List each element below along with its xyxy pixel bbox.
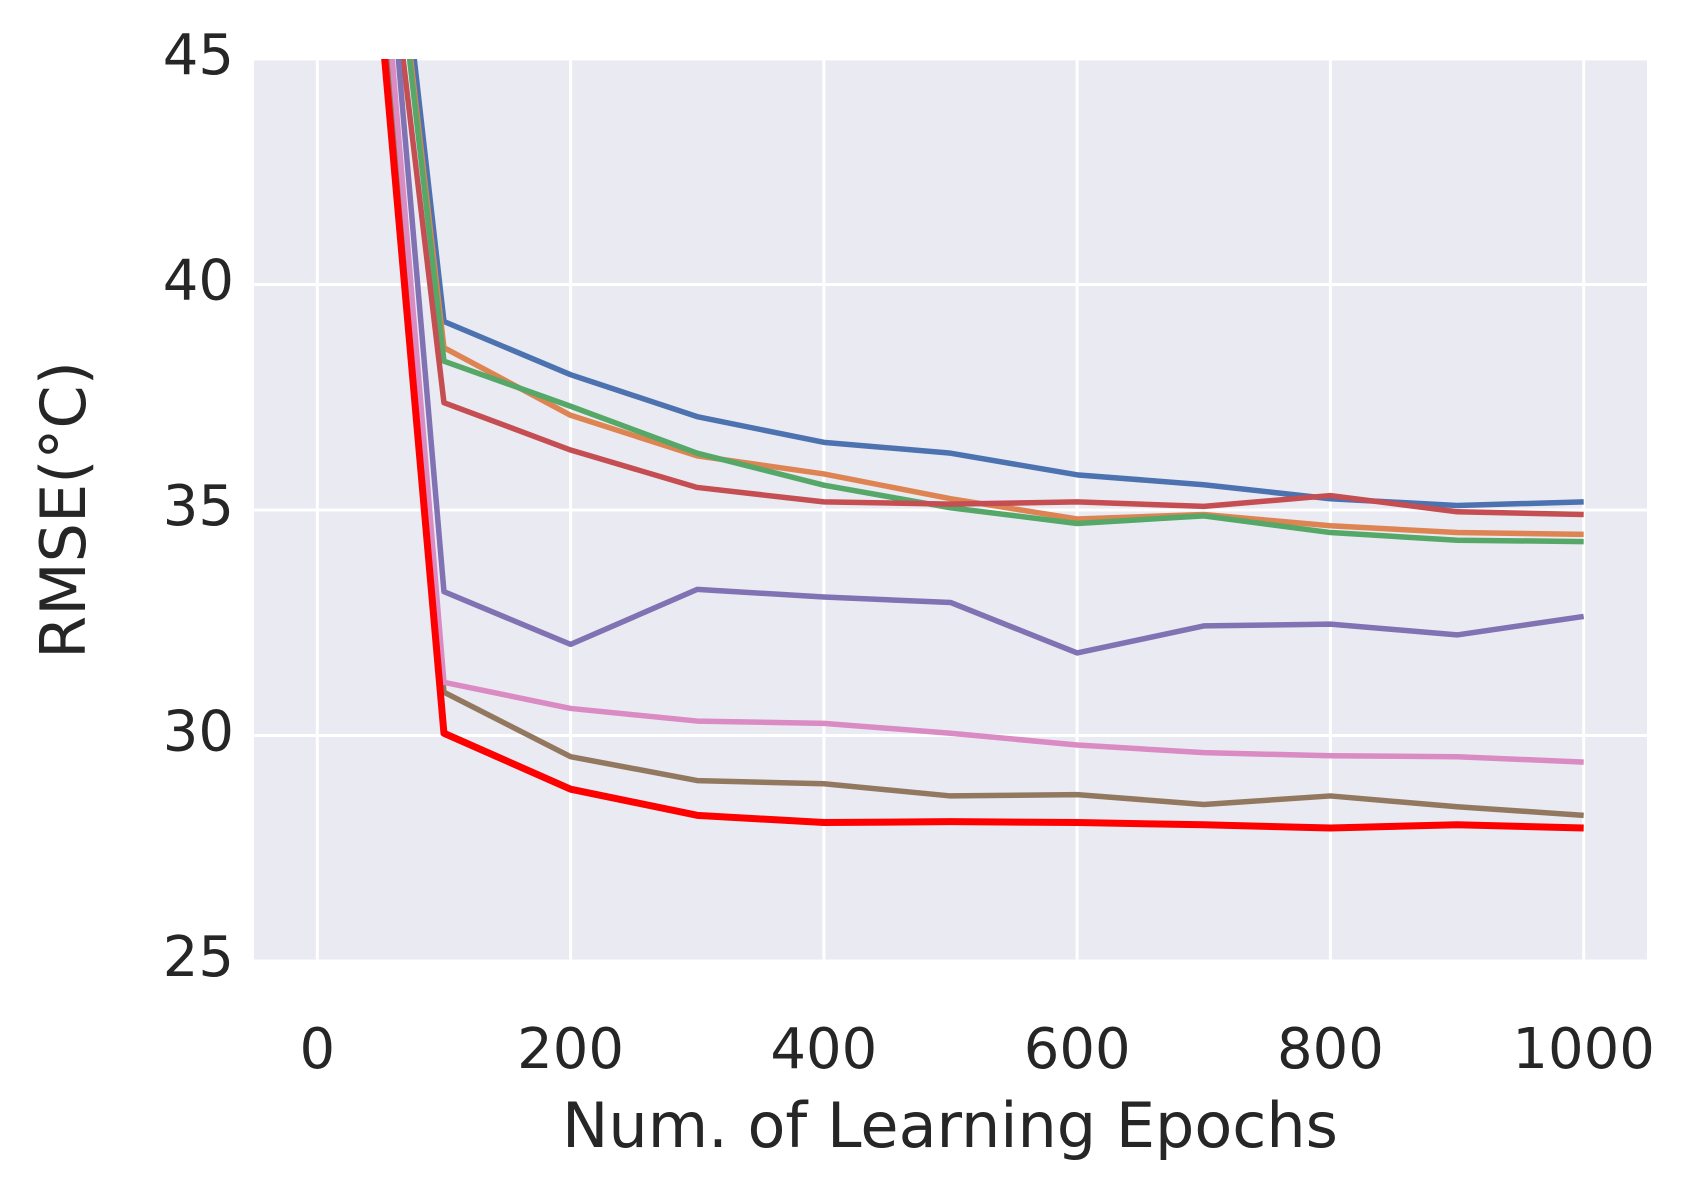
series-line: [406, 59, 1584, 545]
y-tick-label: 40: [163, 249, 234, 314]
series-line: [400, 59, 1584, 518]
labels: 25 30 35 40 45 0 200 400 600 800 1000: [163, 23, 1655, 1082]
y-axis-label: RMSE(°C): [27, 361, 100, 659]
y-tick-label: 35: [163, 474, 234, 539]
series-line: [387, 59, 1584, 819]
x-tick-label: 800: [1277, 1017, 1384, 1082]
y-tick-label: 45: [163, 23, 234, 88]
series-line: [389, 59, 1584, 765]
x-tick-label: 0: [299, 1017, 335, 1082]
x-tick-label: 600: [1024, 1017, 1131, 1082]
y-tick-label: 25: [163, 925, 234, 990]
x-tick-label: 400: [770, 1017, 877, 1082]
x-tick-label: 1000: [1512, 1017, 1655, 1082]
x-axis-label: Num. of Learning Epochs: [562, 1089, 1338, 1162]
y-tick-label: 30: [163, 700, 234, 765]
x-tick-label: 200: [517, 1017, 624, 1082]
series-line: [381, 59, 1584, 832]
lines: [381, 59, 1585, 832]
series-line: [395, 59, 1585, 656]
